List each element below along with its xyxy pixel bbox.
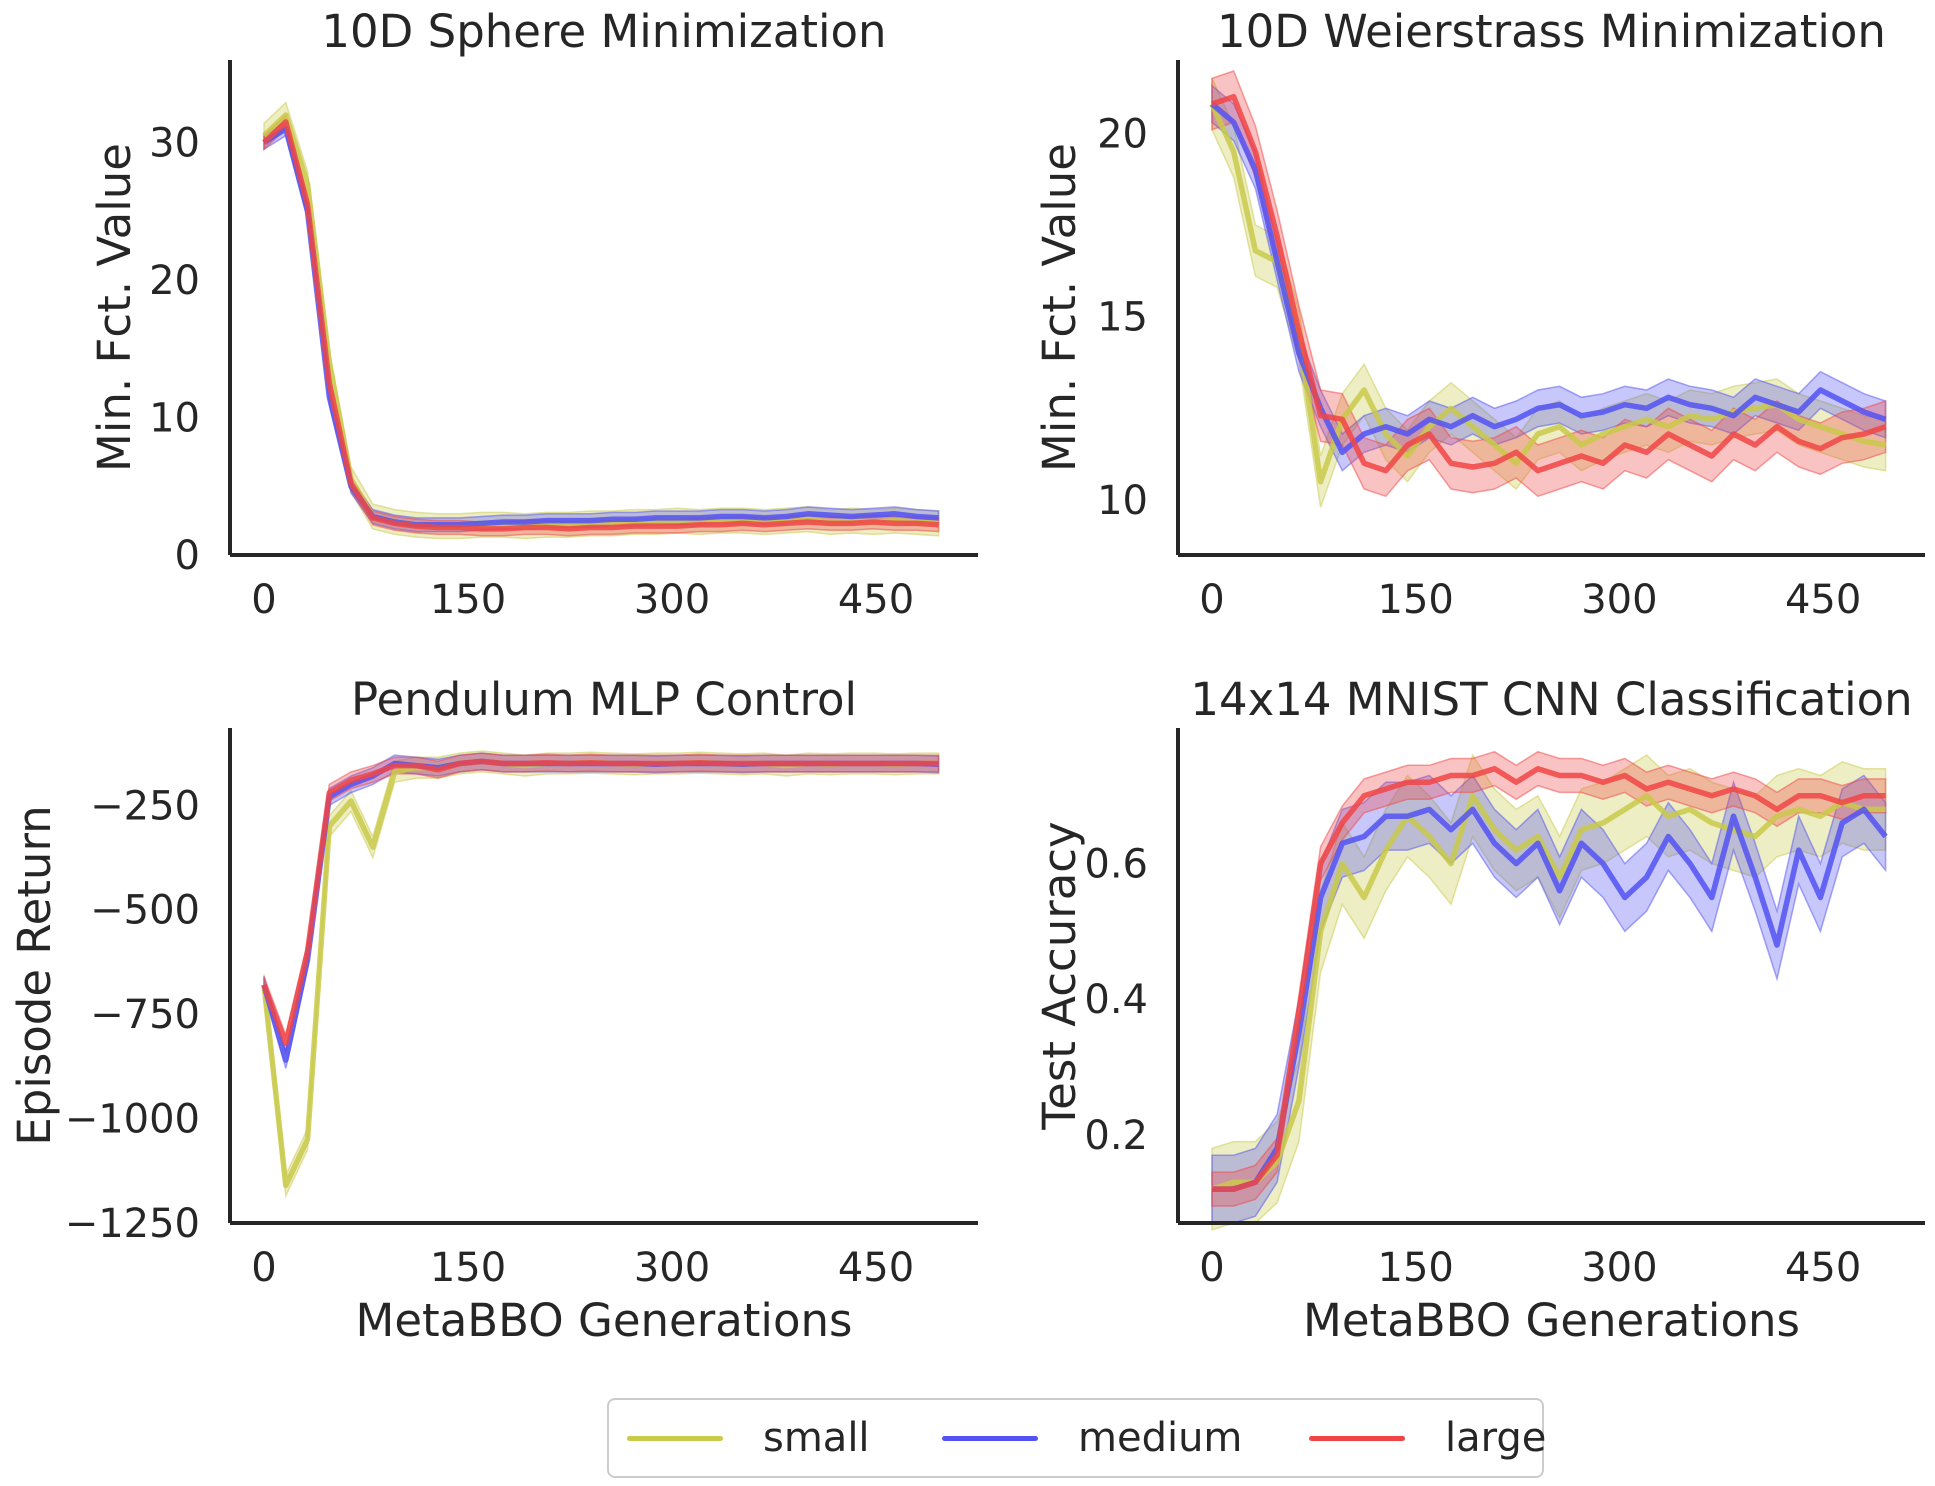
chart-2-y-tick-label: 10: [1097, 478, 1148, 524]
chart-1-y-axis-label: Min. Fct. Value: [88, 143, 141, 472]
chart-3-x-axis-label: MetaBBO Generations: [356, 1294, 853, 1347]
chart-4-y-tick-label: 0.6: [1084, 842, 1148, 888]
chart-panel-2: 0 150 300 450 10 15 20 10D Weierstrass Minimiza…: [1033, 5, 1925, 623]
chart-2-x-tick-label: 450: [1785, 577, 1861, 623]
chart-4-title: 14x14 MNIST CNN Classification: [1190, 673, 1912, 726]
chart-panel-1: 0 150 300 450 0 10 20 30 10D Sphere Minimization…: [88, 5, 978, 623]
legend-item-small: small: [627, 1400, 870, 1476]
chart-panel-3: 0 150 300 450 −250 −500 −750 −1000 −1250 Pendulum…: [8, 673, 978, 1347]
chart-2-y-tick-label: 15: [1097, 295, 1148, 341]
chart-4-y-axis-label: Test Accuracy: [1033, 821, 1086, 1130]
legend-label-medium: medium: [1078, 1415, 1243, 1461]
chart-3-y-axis-label: Episode Return: [8, 805, 61, 1145]
chart-3-line-small: [261, 758, 939, 1189]
legend: small medium large: [607, 1398, 1546, 1478]
chart-2-y-axis-label: Min. Fct. Value: [1033, 143, 1086, 472]
chart-1-x-tick-label: 0: [251, 577, 276, 623]
chart-3-title: Pendulum MLP Control: [351, 673, 857, 726]
chart-4-y-tick-label: 0.4: [1084, 977, 1148, 1023]
chart-1-title: 10D Sphere Minimization: [321, 5, 886, 58]
chart-3-y-tick-label: −1000: [65, 1097, 200, 1143]
chart-1-y-tick-label: 0: [175, 533, 200, 579]
chart-1-y-tick-label: 10: [149, 396, 200, 442]
chart-4-x-axis-label: MetaBBO Generations: [1303, 1294, 1800, 1347]
chart-3-x-tick-label: 150: [430, 1245, 506, 1291]
chart-2-x-tick-label: 150: [1378, 577, 1454, 623]
chart-1-band-large: [263, 113, 940, 537]
chart-1-x-tick-label: 450: [838, 577, 914, 623]
chart-3-band-small: [263, 750, 940, 1199]
chart-1-line-medium: [262, 126, 939, 528]
chart-3-band-large: [263, 752, 940, 1055]
chart-2-band-large: [1211, 70, 1887, 498]
chart-1-x-tick-label: 150: [430, 577, 506, 623]
chart-3-line-large: [261, 758, 939, 1047]
chart-2-band-small: [1211, 77, 1887, 508]
chart-3-x-tick-label: 0: [251, 1245, 276, 1291]
chart-4-x-tick-label: 150: [1378, 1245, 1454, 1291]
legend-label-small: small: [763, 1415, 870, 1461]
legend-item-large: large: [1309, 1400, 1546, 1476]
chart-2-y-tick-label: 20: [1097, 111, 1148, 157]
chart-2-title: 10D Weierstrass Minimization: [1217, 5, 1886, 58]
chart-1-y-tick-label: 30: [149, 121, 200, 167]
chart-3-x-tick-label: 450: [838, 1245, 914, 1291]
chart-1-band-medium: [263, 120, 940, 533]
chart-2-x-tick-label: 0: [1199, 577, 1224, 623]
legend-swatch-small: [627, 1435, 723, 1441]
chart-4-line-large: [1212, 765, 1886, 1192]
legend-swatch-large: [1309, 1435, 1405, 1441]
legend-item-medium: medium: [942, 1400, 1242, 1476]
chart-panel-4: 0 150 300 450 0.2 0.4 0.6 14x14 MNIST CNN Class…: [1033, 673, 1925, 1347]
chart-4-y-tick-label: 0.2: [1084, 1113, 1148, 1159]
chart-2-line-large: [1211, 93, 1887, 474]
chart-2-x-tick-label: 300: [1581, 577, 1657, 623]
chart-3-y-tick-label: −750: [90, 992, 200, 1038]
legend-label-large: large: [1445, 1415, 1547, 1461]
chart-4-line-medium: [1212, 806, 1888, 1192]
chart-4-line-small: [1211, 793, 1886, 1192]
chart-3-line-medium: [261, 758, 939, 1063]
chart-3-y-tick-label: −250: [90, 783, 200, 829]
chart-4-x-tick-label: 300: [1581, 1245, 1657, 1291]
chart-1-x-tick-label: 300: [634, 577, 710, 623]
chart-1-y-tick-label: 20: [149, 258, 200, 304]
chart-3-y-tick-label: −500: [90, 888, 200, 934]
chart-1-line-small: [262, 112, 939, 529]
chart-4-x-tick-label: 0: [1199, 1245, 1224, 1291]
chart-4-x-tick-label: 450: [1785, 1245, 1861, 1291]
chart-1-line-large: [262, 119, 939, 532]
chart-3-y-tick-label: −1250: [65, 1201, 200, 1247]
chart-1-band-small: [263, 101, 940, 540]
chart-3-x-tick-label: 300: [634, 1245, 710, 1291]
legend-swatch-medium: [942, 1435, 1038, 1441]
chart-3-band-medium: [263, 752, 940, 1069]
